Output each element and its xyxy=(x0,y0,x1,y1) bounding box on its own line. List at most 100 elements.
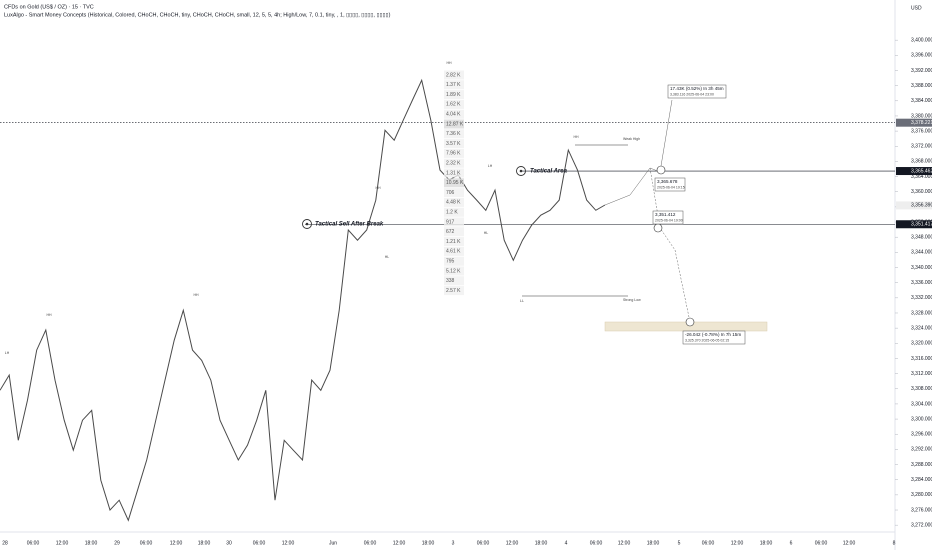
volume-label: 4.04 K xyxy=(446,112,461,118)
x-tick-label: 18:00 xyxy=(198,540,211,546)
y-tick-label: 3,276.000 xyxy=(911,507,932,513)
x-tick-label: 06:00 xyxy=(590,540,603,546)
x-tick-label: 5 xyxy=(678,540,681,546)
projection-path xyxy=(649,167,691,323)
volume-label: 1.21 K xyxy=(446,239,461,245)
x-tick-label: 06:00 xyxy=(702,540,715,546)
x-tick-label: 12:00 xyxy=(618,540,631,546)
y-tick-label: 3,388.000 xyxy=(911,83,932,89)
volume-label: 1.2 K xyxy=(446,210,458,216)
x-tick-label: 12:00 xyxy=(393,540,406,546)
y-tick-label: 3,348.000 xyxy=(911,235,932,241)
volume-cell xyxy=(444,188,464,198)
volume-cell xyxy=(444,119,464,129)
x-tick-label: 29 xyxy=(114,540,120,546)
structure-label: HH xyxy=(446,61,452,65)
y-tick-label: 3,380.000 xyxy=(911,113,932,119)
indicator-title: LuxAlgo - Smart Money Concepts (Historic… xyxy=(4,12,391,18)
x-tick-label: 3 xyxy=(452,540,455,546)
volume-label: 3.57 K xyxy=(446,141,461,147)
projection-detail: 3,383.116 2025-06-04 23:00 xyxy=(670,92,714,96)
projection-title: 17.43K (0.52%) In 3h 45m xyxy=(670,86,724,91)
volume-cell xyxy=(444,80,464,90)
projection-box xyxy=(654,177,686,192)
volume-label: 10.95 K xyxy=(446,180,464,186)
volume-cell xyxy=(444,276,464,286)
waypoint xyxy=(656,165,666,175)
structure-label: HH xyxy=(375,186,381,190)
x-tick-label: 18:00 xyxy=(422,540,435,546)
level-label: 3,356.390 xyxy=(911,203,932,209)
x-tick-label: 12:00 xyxy=(843,540,856,546)
y-tick-label: 3,288.000 xyxy=(911,462,932,468)
y-tick-label: 3,384.000 xyxy=(911,98,932,104)
y-tick-label: 3,400.000 xyxy=(911,37,932,43)
volume-cell xyxy=(444,70,464,80)
x-tick-label: 06:00 xyxy=(364,540,377,546)
x-tick-label: 06:00 xyxy=(27,540,40,546)
volume-label: 4.48 K xyxy=(446,200,461,206)
volume-cell xyxy=(444,266,464,276)
volume-label: 4.61 K xyxy=(446,249,461,255)
volume-cell xyxy=(444,109,464,119)
currency: USD xyxy=(911,5,922,11)
y-tick-label: 3,344.000 xyxy=(911,250,932,256)
volume-label: 7.36 K xyxy=(446,131,461,137)
volume-label: 672 xyxy=(446,229,455,235)
x-tick-label: 06:00 xyxy=(477,540,490,546)
volume-label: 706 xyxy=(446,190,455,196)
waypoint xyxy=(685,317,695,327)
volume-cell xyxy=(444,197,464,207)
x-tick-label: 06:00 xyxy=(815,540,828,546)
x-tick-label: 8 xyxy=(893,540,896,546)
y-tick-label: 3,284.000 xyxy=(911,477,932,483)
structure-label: HH xyxy=(573,135,579,139)
x-tick-label: 12:00 xyxy=(731,540,744,546)
x-tick-label: 30 xyxy=(226,540,232,546)
volume-cell xyxy=(444,178,464,188)
waypoint xyxy=(653,223,663,233)
y-tick-label: 3,396.000 xyxy=(911,53,932,59)
x-tick-label: 06:00 xyxy=(253,540,266,546)
x-tick-label: 18:00 xyxy=(760,540,773,546)
volume-cell xyxy=(444,99,464,109)
x-tick-label: 12:00 xyxy=(170,540,183,546)
projection-box xyxy=(667,84,727,99)
structure-label: LL xyxy=(520,299,524,303)
x-tick-label: 12:00 xyxy=(56,540,69,546)
structure-label: HH xyxy=(46,313,52,317)
annotation: Tactical Sell After Break xyxy=(315,222,384,228)
x-tick-label: Jun xyxy=(329,540,337,546)
y-tick-label: 3,320.000 xyxy=(911,341,932,347)
projection-title: 3,351.412 xyxy=(655,212,676,217)
x-tick-label: 18:00 xyxy=(85,540,98,546)
volume-label: 1.37 K xyxy=(446,82,461,88)
volume-label: 1.62 K xyxy=(446,102,461,108)
volume-label: 2.82 K xyxy=(446,72,461,78)
projection-detail: 2025-06-04 19:15 xyxy=(657,185,685,189)
price-line xyxy=(0,78,606,522)
volume-cell xyxy=(444,207,464,217)
volume-label: 12.87 K xyxy=(446,121,464,127)
zone-label: Strong Low xyxy=(623,298,641,302)
projection-box xyxy=(682,330,746,345)
volume-cell xyxy=(444,158,464,168)
target-dot xyxy=(519,169,523,173)
x-tick-label: 18:00 xyxy=(647,540,660,546)
volume-cell xyxy=(444,246,464,256)
volume-cell xyxy=(444,256,464,266)
y-tick-label: 3,336.000 xyxy=(911,280,932,286)
volume-label: 1.31 K xyxy=(446,170,461,176)
target-dot xyxy=(305,222,309,226)
projection-box xyxy=(652,210,684,225)
y-tick-label: 3,328.000 xyxy=(911,310,932,316)
volume-cell xyxy=(444,148,464,158)
level-tag xyxy=(896,201,932,210)
y-tick-label: 3,300.000 xyxy=(911,416,932,422)
level-label: 3,365.462 xyxy=(911,168,932,174)
y-tick-label: 3,372.000 xyxy=(911,144,932,150)
volume-label: 917 xyxy=(446,219,455,225)
y-tick-label: 3,272.000 xyxy=(911,523,932,529)
x-tick-label: 18:00 xyxy=(535,540,548,546)
